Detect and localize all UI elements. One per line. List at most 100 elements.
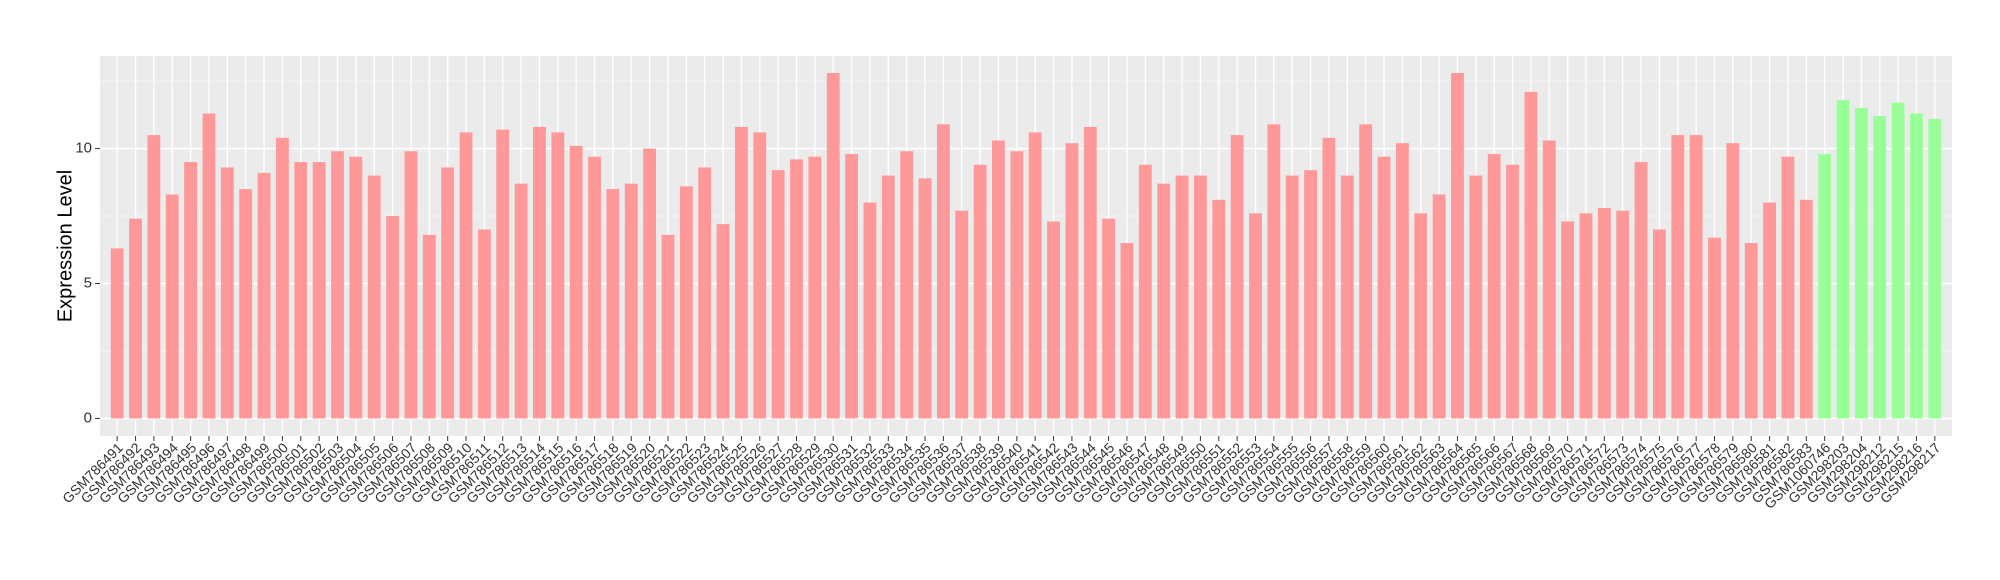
bar xyxy=(679,186,693,419)
bar xyxy=(1873,116,1887,419)
bar xyxy=(404,151,418,419)
y-tick-label: 5 xyxy=(84,274,92,291)
bar xyxy=(165,194,179,419)
bar xyxy=(588,156,601,419)
bar xyxy=(1781,156,1795,419)
bar xyxy=(569,145,583,419)
bar xyxy=(239,189,253,419)
bar xyxy=(1928,118,1942,419)
bar xyxy=(312,162,326,419)
bar xyxy=(1340,175,1354,419)
bar xyxy=(1671,135,1685,419)
bar xyxy=(422,234,436,419)
bar xyxy=(1157,183,1171,419)
bar xyxy=(1744,243,1758,419)
bar xyxy=(1175,175,1189,419)
bar xyxy=(1432,194,1446,419)
bar xyxy=(1249,213,1262,419)
bar xyxy=(1689,135,1703,419)
bar xyxy=(698,167,712,419)
bar xyxy=(1010,151,1024,419)
bar xyxy=(973,164,987,419)
bar xyxy=(753,132,767,419)
bar xyxy=(643,148,657,419)
bar xyxy=(477,229,491,419)
bar xyxy=(1138,164,1152,419)
bar xyxy=(1561,221,1575,419)
bar xyxy=(1120,243,1134,419)
bar xyxy=(1322,137,1336,419)
bar xyxy=(1616,210,1630,419)
bar xyxy=(220,167,234,419)
bar xyxy=(1506,164,1519,419)
bar xyxy=(110,248,124,419)
bar xyxy=(661,234,675,419)
bar xyxy=(1854,108,1868,419)
bar xyxy=(1267,124,1281,419)
bar xyxy=(1102,218,1116,419)
bar xyxy=(1065,143,1079,419)
bar xyxy=(331,151,344,419)
bar xyxy=(1028,132,1042,419)
bar xyxy=(1304,170,1318,419)
bar xyxy=(1542,140,1556,419)
bar xyxy=(1083,126,1097,419)
bar xyxy=(459,132,473,419)
y-tick-label: 0 xyxy=(84,409,92,426)
y-tick-label: 10 xyxy=(75,140,92,157)
bar xyxy=(771,170,785,419)
bar xyxy=(1524,91,1538,419)
bar xyxy=(1487,153,1501,419)
bar xyxy=(1910,113,1923,419)
bar xyxy=(533,126,546,419)
bar xyxy=(1799,199,1813,419)
bar xyxy=(551,132,565,419)
bar xyxy=(863,202,877,419)
y-axis-title: Expression Level xyxy=(54,170,76,322)
bar xyxy=(1579,213,1593,419)
bar xyxy=(184,162,198,419)
bar xyxy=(129,218,142,419)
bar xyxy=(257,172,271,419)
bar xyxy=(1414,213,1428,419)
bar xyxy=(1230,135,1244,419)
bar xyxy=(1451,73,1464,419)
bar xyxy=(624,183,638,419)
bar xyxy=(1763,202,1777,419)
bar xyxy=(1891,102,1905,419)
bar xyxy=(845,153,859,419)
bar xyxy=(1285,175,1299,419)
bar xyxy=(955,210,969,419)
bar xyxy=(1836,99,1850,419)
bar xyxy=(900,151,914,419)
bar xyxy=(1634,162,1648,419)
bar xyxy=(1708,237,1721,419)
bar xyxy=(1726,143,1740,419)
bar xyxy=(790,159,803,419)
bar xyxy=(716,224,730,419)
bar xyxy=(349,156,363,419)
bar xyxy=(147,135,161,419)
bar xyxy=(1652,229,1666,419)
bar xyxy=(441,167,455,419)
bar xyxy=(1377,156,1391,419)
bar xyxy=(936,124,950,419)
bar xyxy=(734,126,748,419)
bar xyxy=(294,162,308,419)
bar xyxy=(1395,143,1409,419)
bar xyxy=(496,129,510,419)
bar xyxy=(826,73,840,419)
bar xyxy=(992,140,1005,419)
bar xyxy=(918,178,932,419)
bar xyxy=(202,113,216,419)
bar xyxy=(1047,221,1060,419)
bar xyxy=(367,175,381,419)
bar xyxy=(275,137,289,419)
bar xyxy=(514,183,528,419)
bar xyxy=(1212,199,1226,419)
bar xyxy=(606,189,620,419)
bar xyxy=(808,156,822,419)
bar xyxy=(1818,153,1832,419)
bar xyxy=(881,175,895,419)
